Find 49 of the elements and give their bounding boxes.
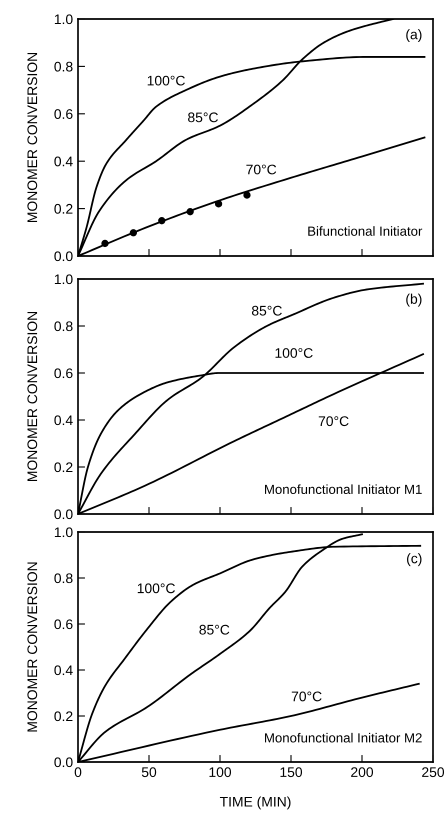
point	[186, 208, 194, 216]
point	[101, 240, 109, 248]
series-label: 70°C	[246, 164, 276, 174]
annotation: Monofunctional Initiator M2	[265, 732, 422, 743]
y-tick-label: 0.4	[54, 156, 73, 166]
y-tick-label: 0.2	[54, 204, 72, 214]
y-tick-label: 1.0	[54, 14, 73, 24]
series-label: 85°C	[199, 624, 230, 635]
series-label: 85°C	[252, 306, 282, 316]
x-tick-label: 150	[280, 767, 302, 778]
y-tick-label: 0.2	[54, 711, 72, 722]
x-tick-label: 50	[142, 767, 156, 778]
annotation: (c)	[407, 553, 422, 566]
y-tick-label: 0.0	[54, 251, 73, 262]
y-axis-title: MONOMER CONVERSION	[27, 562, 38, 732]
y-tick-label: 0.8	[54, 62, 73, 72]
y-axis-title: MONOMER CONVERSION	[27, 312, 38, 482]
y-tick-label: 0.8	[54, 321, 73, 332]
point	[158, 217, 166, 224]
series-label: 85°C	[188, 112, 218, 122]
point	[130, 229, 138, 236]
y-tick-label: 0.0	[54, 757, 73, 768]
y-tick-label: 1.0	[54, 527, 73, 538]
x-axis-title: TIME (MIN)	[220, 796, 291, 810]
y-tick-label: 0.8	[54, 573, 73, 584]
y-tick-label: 1.0	[54, 274, 73, 284]
annotation: (a)	[406, 29, 422, 42]
y-tick-label: 0.2	[54, 462, 72, 472]
y-tick-label: 0.6	[54, 109, 73, 119]
y-tick-label: 0.4	[54, 665, 73, 676]
annotation: Bifunctional Initiator	[308, 226, 422, 236]
y-tick-label: 0.6	[54, 619, 73, 630]
y-tick-label: 0.0	[54, 509, 73, 520]
series-label: 100°C	[148, 76, 185, 86]
series-label: 100°C	[276, 348, 313, 358]
annotation: (b)	[406, 294, 422, 307]
x-tick-label: 0	[74, 767, 82, 778]
point	[243, 191, 251, 199]
x-tick-label: 250	[422, 767, 444, 778]
y-axis-title: MONOMER CONVERSION	[27, 52, 38, 222]
series-label: 70°C	[292, 691, 322, 702]
x-tick-label: 200	[351, 767, 374, 778]
point	[214, 200, 222, 208]
y-tick-label: 0.4	[54, 415, 73, 426]
series-label: 100°C	[138, 583, 175, 594]
annotation: Monofunctional Initiator M1	[265, 484, 422, 494]
y-tick-label: 0.6	[54, 368, 73, 378]
series-label: 70°C	[318, 416, 349, 426]
x-tick-label: 100	[209, 767, 232, 778]
